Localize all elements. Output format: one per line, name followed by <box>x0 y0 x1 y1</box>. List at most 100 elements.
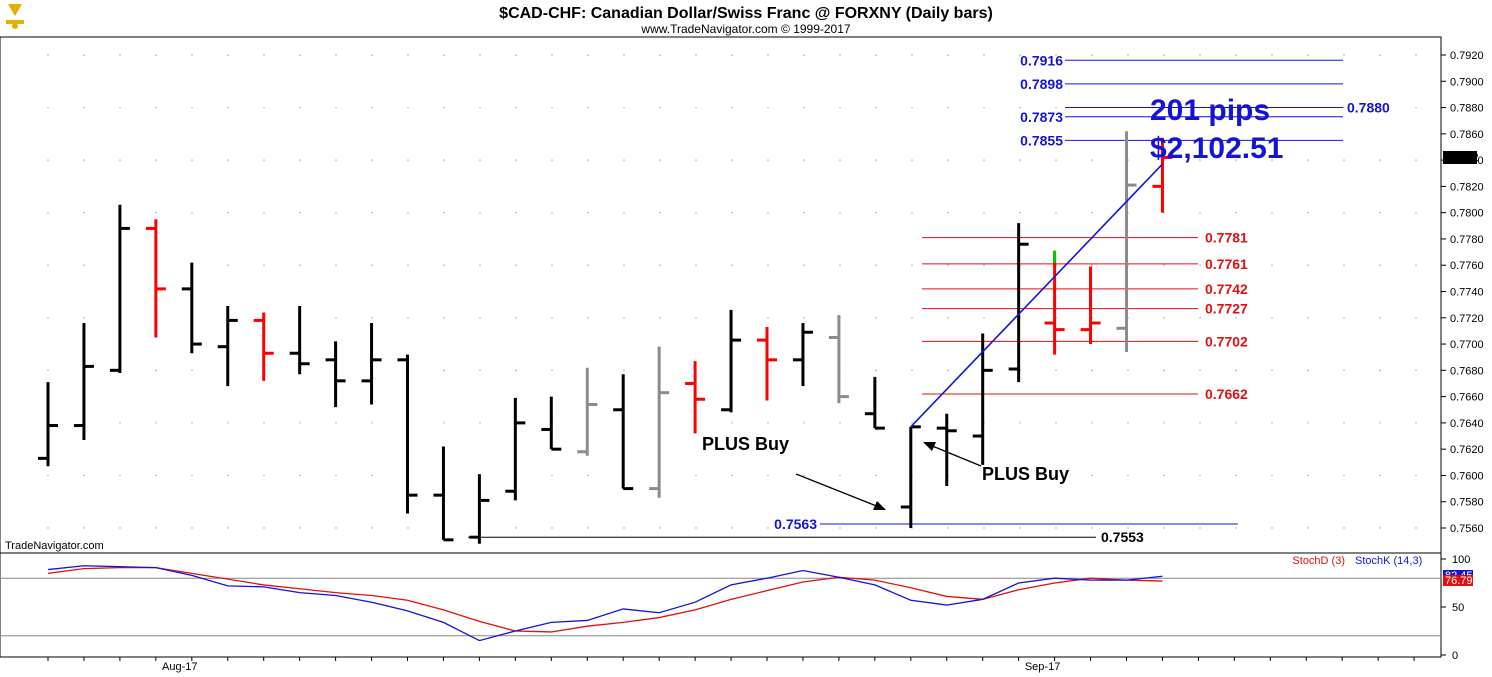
grid-dot <box>1235 474 1237 477</box>
grid-dot <box>1055 527 1057 529</box>
grid-dot <box>803 106 805 109</box>
grid-dot <box>191 474 193 477</box>
grid-dot <box>479 422 481 424</box>
grid-dot <box>1307 211 1309 214</box>
grid-dot <box>515 211 517 214</box>
grid-dot <box>1343 264 1345 266</box>
grid-dot <box>1307 474 1309 477</box>
grid-dot <box>1307 317 1309 319</box>
grid-dot <box>695 211 697 214</box>
price-panel <box>0 36 1442 554</box>
grid-dot <box>47 527 49 529</box>
ohlc-bar <box>73 323 94 440</box>
grid-dot <box>371 474 373 477</box>
ohlc-bar <box>253 312 274 381</box>
grid-dot <box>119 54 121 56</box>
grid-dot <box>1271 369 1273 372</box>
grid-dot <box>227 527 229 529</box>
copyright: www.TradeNavigator.com © 1999-2017 <box>640 22 850 36</box>
grid-dot <box>335 211 337 214</box>
stochd-value: 76.79 <box>1445 575 1473 587</box>
pips-annotation: 201 pips <box>1150 94 1270 127</box>
grid-dot <box>731 527 733 529</box>
grid-dot <box>47 317 49 319</box>
grid-dot <box>623 527 625 529</box>
y-tick-label: 0.7680 <box>1450 365 1484 377</box>
grid-dot <box>1019 474 1021 477</box>
grid-dot <box>1019 54 1021 56</box>
grid-dot <box>1163 422 1165 424</box>
ohlc-bar <box>145 219 166 338</box>
grid-dot <box>695 54 697 56</box>
grid-dot <box>659 527 661 529</box>
plus-buy-label-1: PLUS Buy <box>702 434 789 454</box>
arrow-icon <box>923 442 982 467</box>
grid-dot <box>983 54 985 56</box>
grid-dot <box>875 159 877 161</box>
grid-dot <box>371 317 373 319</box>
grid-dot <box>875 54 877 56</box>
grid-dot <box>767 54 769 56</box>
grid-dot <box>299 54 301 56</box>
grid-dot <box>407 527 409 529</box>
grid-dot <box>1127 369 1129 372</box>
y-tick-label: 0.7620 <box>1450 444 1484 456</box>
grid-dot <box>443 211 445 214</box>
grid-dot <box>1415 317 1417 319</box>
grid-dot <box>263 106 265 109</box>
grid-dot <box>479 317 481 319</box>
grid-dot <box>1235 159 1237 161</box>
grid-dot <box>767 474 769 477</box>
grid-dot <box>1343 54 1345 56</box>
grid-dot <box>1343 474 1345 477</box>
ohlc-bar <box>613 374 634 491</box>
grid-dot <box>227 54 229 56</box>
grid-dot <box>191 54 193 56</box>
grid-dot <box>263 422 265 424</box>
price-axis: 0.7560 0.7580 0.7600 0.7620 0.7640 0.7660 0.76… <box>1441 50 1484 535</box>
grid-dot <box>47 106 49 109</box>
grid-dot <box>659 159 661 161</box>
grid-dot <box>1415 264 1417 266</box>
grid-dot <box>1055 211 1057 214</box>
grid-dot <box>551 527 553 529</box>
y-tick-label: 0 <box>1452 650 1458 662</box>
y-tick-label: 50 <box>1452 602 1464 614</box>
level-label: 0.7702 <box>1205 333 1248 349</box>
grid-dot <box>191 527 193 529</box>
grid-dot <box>1271 211 1273 214</box>
grid-dot <box>1199 54 1201 56</box>
last-price-label: 0.7842 <box>1445 152 1479 164</box>
grid-dot <box>1271 317 1273 319</box>
grid-dot <box>803 211 805 214</box>
watermark: TradeNavigator.com <box>5 540 104 552</box>
grid-dot <box>1163 264 1165 266</box>
grid-dot <box>1415 474 1417 477</box>
grid-dot <box>1307 527 1309 529</box>
grid-dot <box>443 317 445 319</box>
projection-lines: 0.7916 0.7898 0.7880 0.7873 0.7855 0.7781 0.77… <box>468 52 1390 545</box>
grid-dot <box>119 106 121 109</box>
grid-dot <box>299 264 301 266</box>
grid-dot <box>947 317 949 319</box>
grid-dot <box>1271 159 1273 161</box>
y-tick-label: 0.7820 <box>1450 181 1484 193</box>
grid-dot <box>47 54 49 56</box>
grid-dot <box>623 317 625 319</box>
grid-dot <box>299 159 301 161</box>
grid-dot <box>155 211 157 214</box>
grid-dot <box>1163 474 1165 477</box>
grid-dot <box>407 159 409 161</box>
grid-dot <box>83 317 85 319</box>
grid-dot <box>1271 474 1273 477</box>
grid-dot <box>47 474 49 477</box>
grid-dot <box>1379 527 1381 529</box>
grid-dot <box>191 106 193 109</box>
ohlc-bar <box>325 341 346 408</box>
grid-dot <box>731 474 733 477</box>
grid-dot <box>803 264 805 266</box>
level-label: 0.7880 <box>1347 100 1390 116</box>
grid-dot <box>1343 106 1345 109</box>
grid-dot <box>587 106 589 109</box>
grid-dot <box>407 264 409 266</box>
